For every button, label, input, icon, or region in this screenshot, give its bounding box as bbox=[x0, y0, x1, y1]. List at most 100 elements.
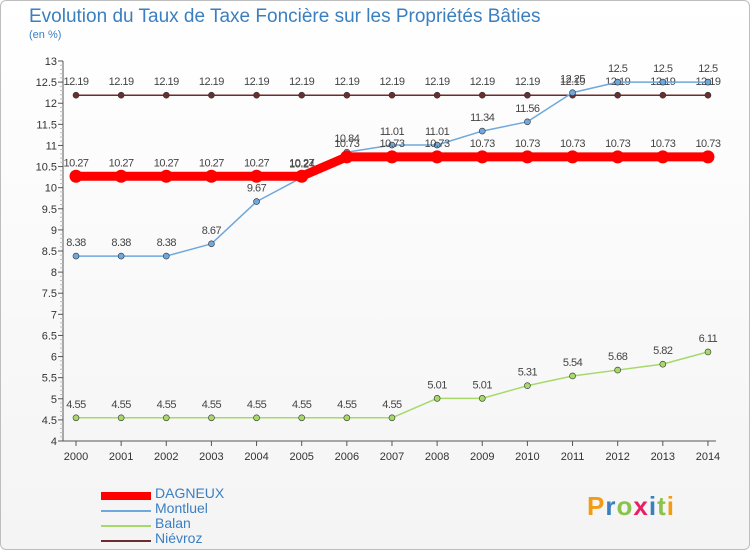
logo-letter: P bbox=[587, 491, 606, 521]
y-tick-label: 8 bbox=[51, 267, 57, 279]
y-tick-label: 6.5 bbox=[42, 330, 57, 342]
data-label-montluel: 8.67 bbox=[202, 225, 222, 237]
data-label-montluel: 11.34 bbox=[470, 112, 495, 124]
data-point-balan bbox=[253, 414, 260, 422]
data-point-balan bbox=[569, 372, 576, 380]
data-label-dagneux: 10.27 bbox=[199, 157, 224, 169]
data-label-balan: 4.55 bbox=[292, 399, 312, 411]
data-point-montluel bbox=[162, 252, 170, 260]
logo-letter: i bbox=[648, 491, 658, 521]
data-label-dagneux: 10.73 bbox=[425, 138, 450, 150]
x-tick-label: 2010 bbox=[515, 451, 539, 463]
x-tick-label: 2009 bbox=[470, 451, 494, 463]
data-point-dagneux bbox=[520, 150, 534, 164]
data-label-dagneux: 10.73 bbox=[515, 138, 540, 150]
x-tick-label: 2014 bbox=[696, 451, 720, 463]
data-point-dagneux bbox=[340, 150, 354, 164]
logo-letter: r bbox=[605, 491, 617, 521]
data-point-nievroz bbox=[117, 91, 125, 99]
data-label-balan: 5.01 bbox=[427, 379, 447, 391]
x-tick-label: 2008 bbox=[425, 451, 449, 463]
x-tick-label: 2003 bbox=[199, 451, 223, 463]
data-point-nievroz bbox=[208, 91, 215, 99]
logo-letter: i bbox=[666, 491, 675, 521]
y-tick-label: 9 bbox=[51, 225, 57, 237]
y-tick-label: 5 bbox=[51, 394, 57, 406]
data-point-balan bbox=[117, 414, 125, 422]
data-label-montluel: 10.84 bbox=[334, 133, 359, 145]
x-tick-label: 2013 bbox=[651, 451, 675, 463]
data-point-balan bbox=[388, 414, 396, 422]
data-point-nievroz bbox=[253, 91, 260, 99]
data-point-nievroz bbox=[659, 91, 667, 99]
data-point-balan bbox=[704, 348, 712, 356]
data-label-montluel: 11.56 bbox=[515, 103, 540, 115]
y-tick-label: 13 bbox=[45, 56, 57, 68]
data-label-balan: 6.11 bbox=[699, 333, 718, 345]
data-label-balan: 4.55 bbox=[111, 399, 131, 411]
x-tick-label: 2007 bbox=[380, 451, 404, 463]
y-tick-label: 9.5 bbox=[42, 204, 57, 216]
data-point-dagneux bbox=[385, 150, 399, 164]
data-label-nievroz: 12.19 bbox=[470, 76, 495, 88]
data-label-dagneux: 10.27 bbox=[63, 157, 88, 169]
x-tick-label: 2001 bbox=[109, 451, 133, 463]
y-tick-label: 5.5 bbox=[42, 373, 57, 385]
data-label-dagneux: 10.73 bbox=[334, 138, 359, 150]
data-point-nievroz bbox=[72, 91, 80, 99]
data-point-balan bbox=[524, 382, 531, 389]
data-point-balan bbox=[614, 366, 621, 374]
data-label-dagneux: 10.27 bbox=[289, 157, 314, 169]
x-tick-label: 2004 bbox=[244, 451, 268, 463]
data-point-montluel bbox=[208, 240, 215, 248]
data-label-nievroz: 12.19 bbox=[425, 76, 450, 88]
data-label-montluel: 12.25 bbox=[560, 74, 585, 86]
x-tick-label: 2011 bbox=[561, 451, 585, 463]
y-tick-label: 7 bbox=[51, 309, 57, 321]
legend-label-dagneux: DAGNEUX bbox=[155, 485, 225, 501]
data-label-balan: 5.82 bbox=[653, 345, 673, 357]
y-tick-label: 4 bbox=[51, 436, 57, 448]
data-point-montluel bbox=[388, 141, 396, 149]
logo-letter: t bbox=[657, 491, 667, 521]
legend-swatch-dagneux bbox=[101, 492, 151, 500]
legend-swatch-montluel bbox=[101, 510, 151, 512]
chart-title: Evolution du Taux de Taxe Foncière sur l… bbox=[29, 6, 541, 27]
data-point-dagneux bbox=[656, 150, 670, 164]
data-label-balan: 4.55 bbox=[382, 399, 402, 411]
data-label-dagneux: 10.73 bbox=[650, 138, 675, 150]
x-tick-label: 2002 bbox=[154, 451, 178, 463]
data-point-nievroz bbox=[614, 91, 621, 99]
y-tick-label: 7.5 bbox=[42, 288, 57, 300]
logo-letter: o bbox=[616, 491, 634, 521]
x-tick-label: 2000 bbox=[64, 451, 88, 463]
data-point-montluel bbox=[433, 141, 441, 149]
x-tick-label: 2005 bbox=[289, 451, 313, 463]
data-label-dagneux: 10.73 bbox=[470, 138, 495, 150]
data-label-balan: 4.55 bbox=[247, 399, 267, 411]
data-label-montluel: 8.38 bbox=[66, 237, 86, 249]
data-label-balan: 5.31 bbox=[518, 367, 538, 379]
data-point-montluel bbox=[704, 78, 712, 86]
data-point-balan bbox=[208, 414, 215, 422]
legend-swatch-nievroz bbox=[101, 540, 151, 542]
data-point-balan bbox=[343, 414, 351, 422]
data-label-nievroz: 12.19 bbox=[560, 76, 585, 88]
x-tick-label: 2006 bbox=[335, 451, 359, 463]
y-tick-label: 6 bbox=[51, 352, 57, 364]
data-point-nievroz bbox=[343, 91, 351, 99]
data-point-dagneux bbox=[114, 169, 128, 183]
data-point-balan bbox=[433, 395, 441, 402]
y-tick-label: 11.5 bbox=[36, 119, 57, 131]
data-point-nievroz bbox=[388, 91, 396, 99]
data-point-dagneux bbox=[250, 169, 264, 183]
data-label-dagneux: 10.27 bbox=[244, 157, 269, 169]
data-point-dagneux bbox=[159, 169, 173, 183]
y-tick-label: 11 bbox=[46, 140, 57, 152]
data-label-nievroz: 12.19 bbox=[244, 76, 269, 88]
data-point-montluel bbox=[117, 252, 125, 260]
y-tick-label: 10 bbox=[45, 183, 57, 195]
data-point-dagneux bbox=[295, 169, 309, 183]
data-label-balan: 5.54 bbox=[563, 357, 583, 369]
